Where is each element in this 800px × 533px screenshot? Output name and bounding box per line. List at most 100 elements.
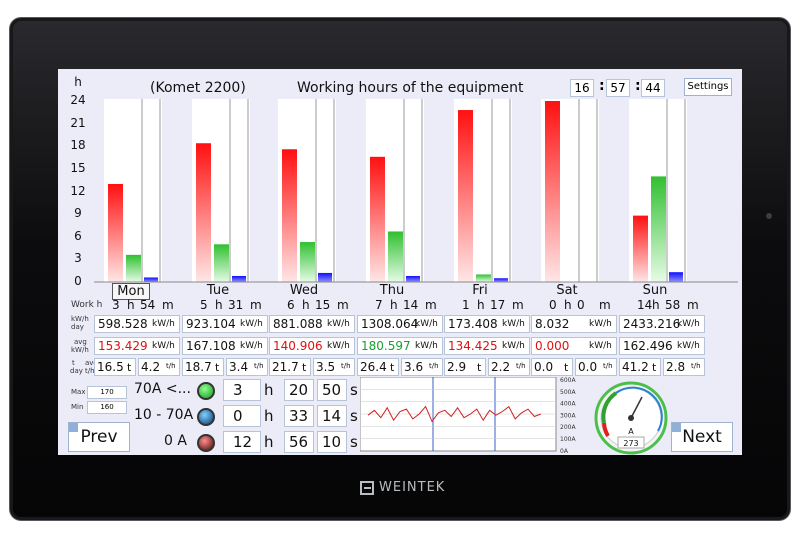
kwh-day-cell (357, 315, 443, 333)
avg-cell (94, 337, 180, 355)
avg-unit: kW/h (240, 341, 263, 351)
t-avg-cell (226, 358, 268, 376)
kwh-day-value: 881.088 (273, 317, 323, 331)
day-label-mon[interactable]: Mon (112, 283, 150, 300)
t-day-unit: t (302, 361, 307, 374)
avg-cell (444, 337, 530, 355)
kwh-day-value: 1308.064 (361, 317, 419, 331)
t-day-value: 18.7 (185, 360, 212, 374)
duration-h-value: 3 (233, 381, 243, 399)
bar-mon-s1 (108, 183, 123, 282)
avg-cell (357, 337, 443, 355)
work-minutes-unit: m (687, 298, 699, 312)
max-label: Max (71, 388, 86, 396)
current-range-label: 0 A (164, 433, 187, 449)
t-day-cell (531, 358, 573, 376)
prev-button[interactable]: Prev (68, 422, 130, 452)
trend-axis-label: 600A (560, 377, 576, 384)
duration-cell (317, 379, 347, 401)
avg-value: 162.496 (623, 339, 673, 353)
kwh-day-unit: kW/h (677, 319, 700, 329)
duration-s-value: 50 (322, 381, 342, 399)
avg-unit: kW/h (502, 341, 525, 351)
kwh-day-cell (444, 315, 530, 333)
t-avg-label-2: t/h (85, 367, 95, 375)
day-label-sat: Sat (556, 283, 578, 298)
bar-sun-s2 (651, 176, 666, 282)
t-avg-value: 2.2 (491, 360, 511, 374)
gauge-unit: A (628, 427, 634, 436)
duration-m-value: 56 (289, 433, 309, 451)
work-hours-value: 6 (287, 298, 295, 312)
status-led-icon (197, 408, 215, 426)
kwh-day-cell (94, 315, 180, 333)
max-value-field[interactable]: 170 (87, 386, 127, 399)
min-value-field[interactable]: 160 (87, 401, 127, 414)
duration-h-unit: h (264, 433, 274, 451)
duration-s-unit: s (350, 407, 358, 425)
next-button[interactable]: Next (671, 422, 733, 452)
t-avg-cell (313, 358, 355, 376)
kwh-day-cell (531, 315, 617, 333)
work-hours-unit: h (302, 298, 310, 312)
work-hours-value: 7 (375, 298, 383, 312)
avg-unit: kW/h (152, 341, 175, 351)
gauge-value: 273 (623, 439, 638, 448)
t-day-value: 41.2 (622, 360, 649, 374)
t-avg-cell (138, 358, 180, 376)
t-avg-cell (401, 358, 443, 376)
page-subtitle: Working hours of the equipment (297, 80, 524, 96)
t-avg-value: 0.0 (578, 360, 598, 374)
bar-thu-s3 (406, 275, 420, 282)
t-avg-unit: t/h (166, 362, 176, 370)
t-avg-cell (575, 358, 617, 376)
kwh-day-value: 598.528 (98, 317, 148, 331)
working-hours-chart (94, 99, 738, 283)
kwh-day-value: 8.032 (535, 317, 570, 331)
y-tick-label: 3 (74, 251, 82, 266)
t-day-value: 2.9 (447, 360, 467, 374)
t-avg-label-1: avg (85, 359, 98, 367)
y-tick-label: 0 (74, 274, 82, 288)
kwh-day-cell (269, 315, 355, 333)
kwh-day-cell (619, 315, 705, 333)
trend-axis-label: 400A (560, 401, 576, 408)
clock-colon: : (599, 78, 605, 94)
duration-m-value: 33 (289, 407, 309, 425)
day-label-wed: Wed (289, 283, 319, 298)
work-minutes-value: 31 (228, 298, 244, 312)
duration-h-value: 0 (233, 407, 243, 425)
clock-hours: 16 (570, 79, 594, 97)
kwh-day-cell (182, 315, 268, 333)
bar-wed-s3 (318, 272, 332, 282)
trend-axis-label: 500A (560, 389, 576, 396)
t-avg-unit: t/h (603, 362, 613, 370)
t-avg-unit: t/h (691, 362, 701, 370)
kwh-day-unit: kW/h (589, 319, 612, 329)
page-title: (Komet 2200) (150, 80, 246, 96)
current-range-label: 70A <... (134, 381, 191, 397)
work-minutes-value: 58 (665, 298, 681, 312)
t-avg-value: 3.5 (316, 360, 336, 374)
y-tick-label: 12 (70, 183, 86, 198)
t-day-value: 26.4 (360, 360, 387, 374)
t-avg-value: 3.6 (404, 360, 424, 374)
duration-cell (223, 379, 261, 401)
bar-wed-s1 (282, 149, 297, 282)
avg-unit: kW/h (677, 341, 700, 351)
bar-tue-s3 (232, 275, 246, 282)
kwh-day-unit: kW/h (327, 319, 350, 329)
clock-minutes: 57 (606, 79, 630, 97)
duration-cell (223, 431, 261, 453)
bar-mon-s3 (144, 277, 158, 282)
t-day-cell (357, 358, 399, 376)
work-hours-value: 14 (637, 298, 653, 312)
settings-button[interactable]: Settings (684, 78, 732, 96)
day-label-thu: Thu (379, 283, 405, 298)
t-label-1: t (72, 359, 75, 367)
t-day-value: 0.0 (534, 360, 554, 374)
bar-fri-s3 (494, 278, 508, 282)
t-day-cell (444, 358, 486, 376)
bar-tue-s2 (214, 244, 229, 282)
current-range-label: 10 - 70A (134, 407, 194, 423)
